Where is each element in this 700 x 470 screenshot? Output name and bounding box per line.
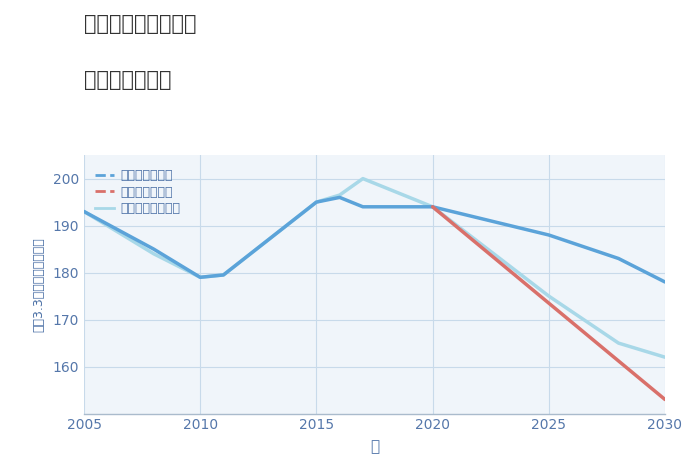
Y-axis label: 坪（3.3㎡）単価（万円）: 坪（3.3㎡）単価（万円） (33, 237, 46, 332)
Text: 土地の価格推移: 土地の価格推移 (84, 70, 172, 91)
X-axis label: 年: 年 (370, 439, 379, 454)
Legend: グッドシナリオ, バッドシナリオ, ノーマルシナリオ: グッドシナリオ, バッドシナリオ, ノーマルシナリオ (90, 164, 186, 220)
Text: 東京都大泉学園駅の: 東京都大泉学園駅の (84, 14, 197, 34)
